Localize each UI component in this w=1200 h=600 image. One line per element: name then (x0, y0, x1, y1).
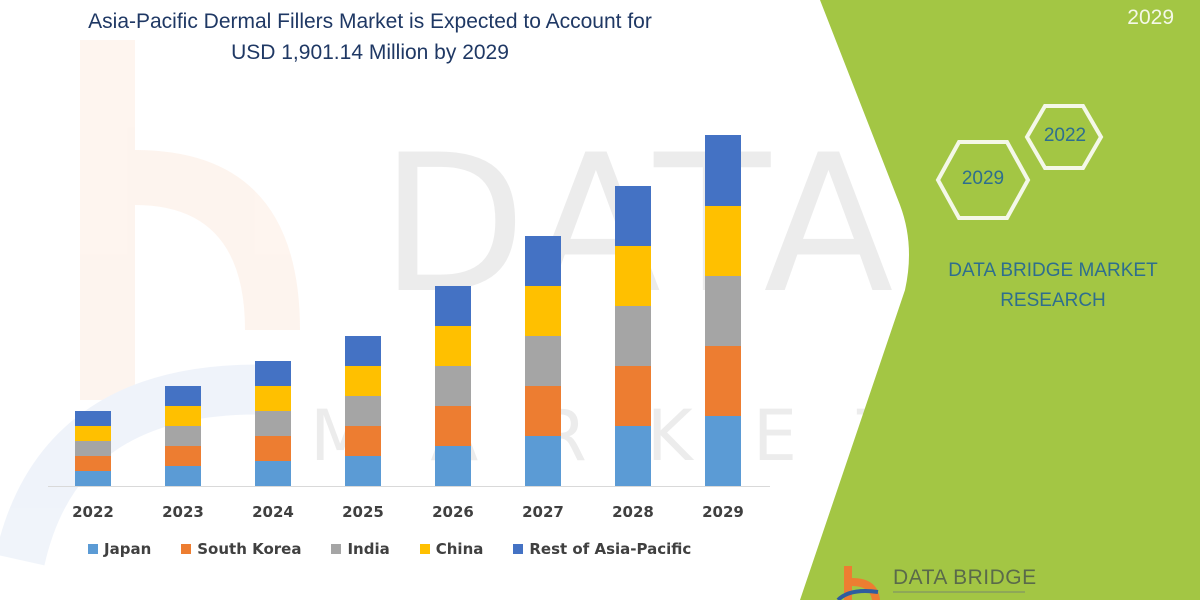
bar-segment-rest-of-asia-pacific (615, 186, 651, 246)
stacked-bar-chart: 2022 2023 2024 2025 2026 2027 2028 2029 (48, 135, 770, 521)
x-tick-label: 2022 (72, 503, 114, 521)
bar-segment-india (525, 336, 561, 386)
bar-segment-japan (165, 466, 201, 486)
chart-legend: Japan South Korea India China Rest of Asia-P… (88, 540, 721, 558)
x-tick-label: 2025 (342, 503, 384, 521)
legend-item: China (419, 540, 484, 558)
bar-segment-china (615, 246, 651, 306)
x-tick-label: 2027 (522, 503, 564, 521)
legend-item: Rest of Asia-Pacific (513, 540, 691, 558)
bar-segment-japan (345, 456, 381, 486)
x-tick-label: 2026 (432, 503, 474, 521)
legend-swatch-icon (331, 544, 342, 554)
bar-2023 (165, 386, 201, 486)
bar-segment-japan (75, 471, 111, 486)
legend-label: China (435, 540, 484, 558)
x-tick-label: 2028 (612, 503, 654, 521)
brand-name: DATA BRIDGE MARKET RESEARCH (928, 256, 1178, 316)
bar-segment-japan (525, 436, 561, 486)
x-tick-label: 2024 (252, 503, 294, 521)
bar-2028 (615, 186, 651, 486)
hexagon-2029-icon (935, 140, 1031, 220)
bar-segment-india (435, 366, 471, 406)
bar-segment-china (435, 326, 471, 366)
bar-segment-japan (705, 416, 741, 486)
x-axis-line (48, 486, 770, 487)
hexagon-2022-icon (1024, 104, 1104, 170)
bar-2024 (255, 361, 291, 486)
legend-item: South Korea (181, 540, 301, 558)
legend-swatch-icon (513, 544, 524, 554)
bar-2025 (345, 336, 381, 486)
bar-segment-china (165, 406, 201, 426)
bar-segment-china (525, 286, 561, 336)
legend-item: Japan (88, 540, 151, 558)
bar-segment-india (75, 441, 111, 456)
bar-segment-south-korea (345, 426, 381, 456)
bar-segment-rest-of-asia-pacific (705, 135, 741, 206)
bar-segment-south-korea (615, 366, 651, 426)
footer-logo-text: DATA BRIDGE (893, 566, 1037, 589)
side-top-year: 2029 (1127, 6, 1174, 29)
bar-segment-india (345, 396, 381, 426)
bar-2029 (705, 135, 741, 486)
bar-2026 (435, 286, 471, 486)
bar-segment-china (255, 386, 291, 411)
bar-segment-japan (255, 461, 291, 486)
bar-segment-south-korea (525, 386, 561, 436)
bar-segment-japan (435, 446, 471, 486)
chart-title-line2: USD 1,901.14 Million by 2029 (231, 41, 509, 64)
x-tick-label: 2023 (162, 503, 204, 521)
bar-segment-rest-of-asia-pacific (255, 361, 291, 386)
footer-logo-icon (836, 566, 880, 600)
bar-segment-south-korea (435, 406, 471, 446)
chart-title-line1: Asia-Pacific Dermal Fillers Market is Ex… (88, 10, 652, 33)
bar-segment-china (705, 206, 741, 276)
bar-segment-south-korea (75, 456, 111, 471)
bar-segment-india (255, 411, 291, 436)
x-tick-label: 2029 (702, 503, 744, 521)
legend-label: Japan (104, 540, 152, 558)
legend-swatch-icon (419, 544, 430, 554)
chart-title: Asia-Pacific Dermal Fillers Market is Ex… (40, 6, 700, 68)
hexagon-2029-label: 2029 (961, 168, 1005, 189)
bar-segment-india (165, 426, 201, 446)
bar-segment-south-korea (255, 436, 291, 461)
bar-segment-south-korea (165, 446, 201, 466)
bar-segment-rest-of-asia-pacific (435, 286, 471, 326)
bar-segment-china (75, 426, 111, 441)
bar-segment-rest-of-asia-pacific (525, 236, 561, 286)
green-side-panel (800, 0, 1200, 600)
bar-segment-rest-of-asia-pacific (345, 336, 381, 366)
bar-segment-south-korea (705, 346, 741, 416)
hexagon-2022-label: 2022 (1043, 125, 1087, 146)
bar-segment-rest-of-asia-pacific (165, 386, 201, 406)
brand-line2: RESEARCH (1000, 290, 1106, 311)
legend-label: Rest of Asia-Pacific (529, 540, 692, 558)
bar-segment-japan (615, 426, 651, 486)
legend-label: South Korea (197, 540, 302, 558)
bar-segment-india (705, 276, 741, 346)
legend-swatch-icon (88, 544, 98, 554)
bar-2022 (75, 411, 111, 486)
bar-segment-india (615, 306, 651, 366)
legend-item: India (331, 540, 390, 558)
brand-line1: DATA BRIDGE MARKET (948, 260, 1158, 281)
legend-label: India (347, 540, 390, 558)
legend-swatch-icon (181, 544, 192, 554)
bar-segment-china (345, 366, 381, 396)
bar-2027 (525, 236, 561, 486)
bar-segment-rest-of-asia-pacific (75, 411, 111, 426)
